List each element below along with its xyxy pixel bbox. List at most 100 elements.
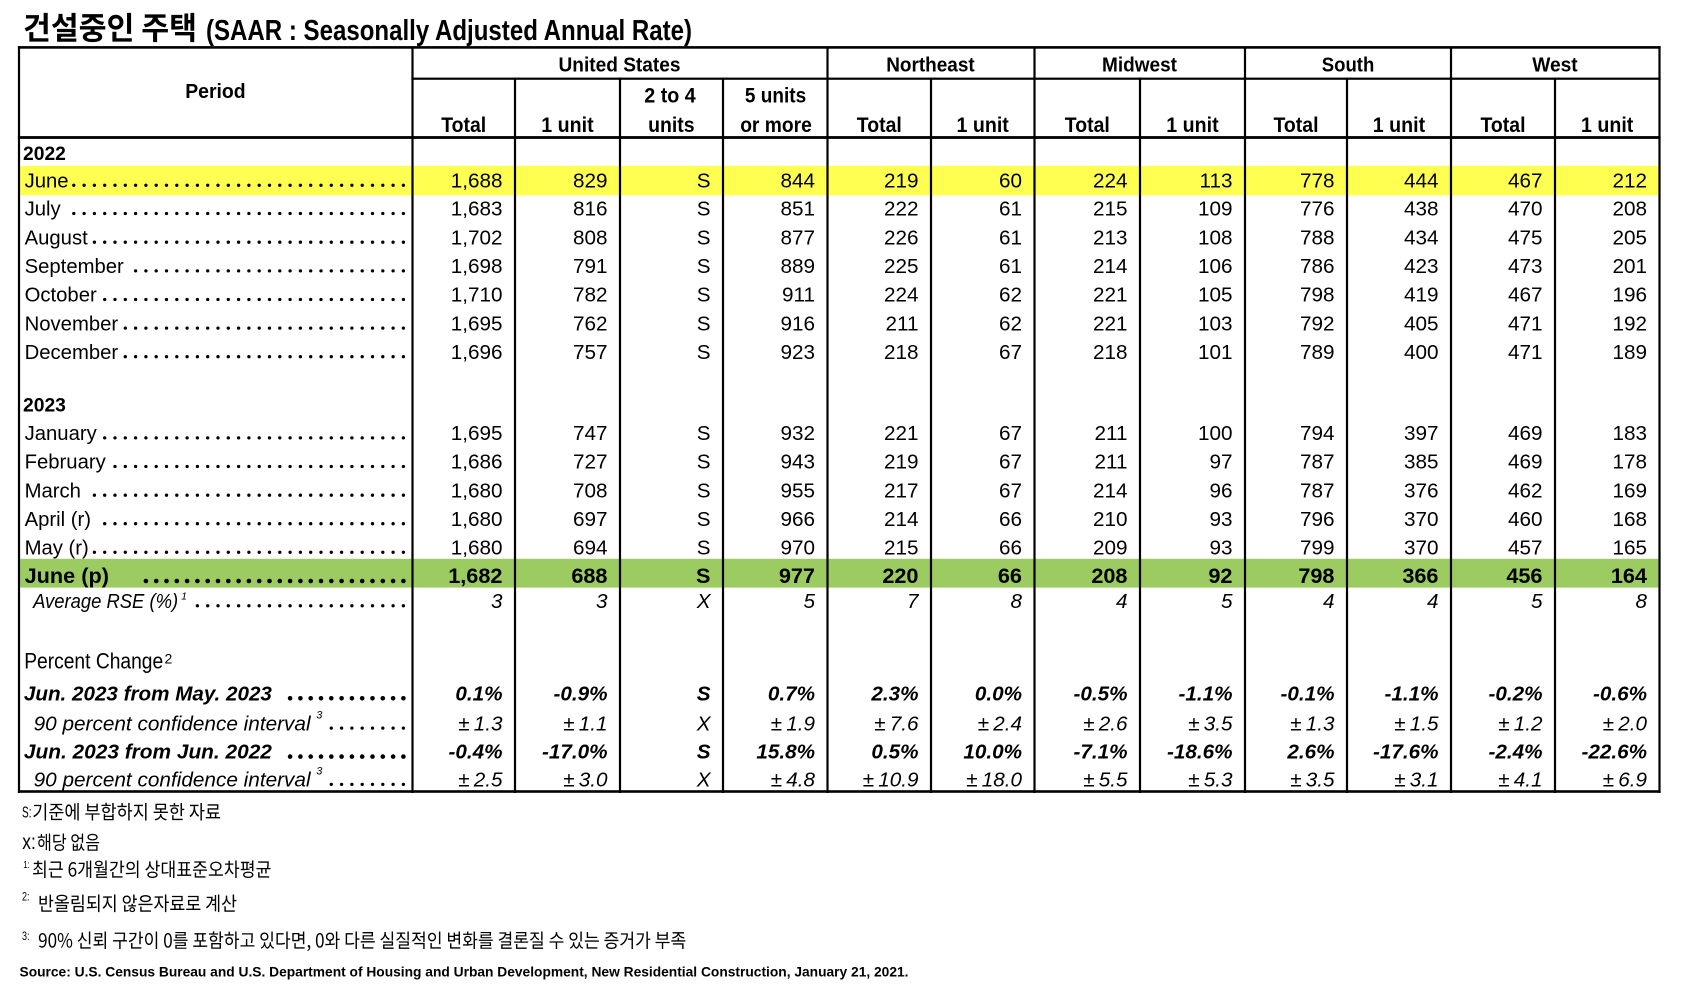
svg-text:211: 211 <box>886 312 919 335</box>
svg-text:61: 61 <box>999 255 1022 278</box>
svg-text:196: 196 <box>1612 284 1647 307</box>
svg-text:776: 776 <box>1300 198 1335 221</box>
svg-text:469: 469 <box>1508 422 1543 445</box>
svg-text:October: October <box>25 285 97 307</box>
svg-text:796: 796 <box>1300 508 1335 531</box>
svg-text:September: September <box>25 256 124 278</box>
svg-text:February: February <box>25 452 107 474</box>
svg-text:1 unit: 1 unit <box>1166 114 1218 137</box>
svg-text:457: 457 <box>1508 537 1543 560</box>
svg-text:S: S <box>697 682 711 705</box>
svg-text:792: 792 <box>1300 312 1335 335</box>
svg-text:889: 889 <box>780 255 815 278</box>
svg-text:90 percent confidence interval: 90 percent confidence interval <box>34 770 312 792</box>
svg-text:798: 798 <box>1298 563 1334 588</box>
svg-text:± 3.0: ± 3.0 <box>563 769 608 792</box>
svg-text:-2.4%: -2.4% <box>1488 741 1542 764</box>
svg-text:± 3.5: ± 3.5 <box>1188 712 1233 735</box>
svg-text:2:: 2: <box>22 892 30 904</box>
svg-text:165: 165 <box>1612 537 1647 560</box>
svg-text:105: 105 <box>1198 284 1233 307</box>
svg-text:787: 787 <box>1300 479 1335 502</box>
svg-text:S: S <box>697 341 711 364</box>
svg-text:816: 816 <box>573 198 608 221</box>
svg-text:218: 218 <box>1093 341 1128 364</box>
svg-text:Total: Total <box>441 114 486 137</box>
svg-text:762: 762 <box>573 312 608 335</box>
svg-text:Total: Total <box>1481 114 1526 137</box>
svg-text:471: 471 <box>1508 341 1543 364</box>
svg-text:S:: S: <box>22 805 32 822</box>
svg-text:2023: 2023 <box>23 395 66 416</box>
svg-text:101: 101 <box>1198 341 1233 364</box>
svg-text:100: 100 <box>1198 422 1233 445</box>
svg-text:877: 877 <box>780 226 815 249</box>
svg-text:434: 434 <box>1404 226 1439 249</box>
svg-text:93: 93 <box>1209 537 1232 560</box>
svg-text:1,696: 1,696 <box>451 341 503 364</box>
svg-text:1,710: 1,710 <box>451 284 503 307</box>
svg-text:8: 8 <box>1635 590 1647 613</box>
svg-text:977: 977 <box>779 563 815 588</box>
svg-text:66: 66 <box>999 537 1022 560</box>
svg-text:2 to 4: 2 to 4 <box>644 85 696 108</box>
svg-text:205: 205 <box>1612 226 1647 249</box>
svg-text:467: 467 <box>1508 284 1543 307</box>
svg-text:61: 61 <box>999 226 1022 249</box>
svg-text:Jun. 2023 from May. 2023: Jun. 2023 from May. 2023 <box>24 683 273 705</box>
svg-text:Average RSE (%): Average RSE (%) <box>32 591 178 613</box>
svg-text:X: X <box>696 590 712 613</box>
svg-text:-18.6%: -18.6% <box>1167 741 1233 764</box>
svg-text:226: 226 <box>884 226 919 249</box>
svg-text:May (r): May (r) <box>25 538 89 560</box>
svg-text:844: 844 <box>780 170 815 193</box>
svg-text:± 1.5: ± 1.5 <box>1394 712 1439 735</box>
svg-text:67: 67 <box>999 451 1022 474</box>
svg-text:X: X <box>696 712 712 735</box>
svg-text:955: 955 <box>780 479 815 502</box>
svg-text:1,680: 1,680 <box>451 479 503 502</box>
svg-text:-1.1%: -1.1% <box>1178 682 1232 705</box>
svg-text:0.5%: 0.5% <box>871 741 918 764</box>
svg-text:S: S <box>697 226 711 249</box>
svg-text:757: 757 <box>573 341 608 364</box>
svg-text:220: 220 <box>882 563 918 588</box>
svg-text:South: South <box>1322 55 1375 77</box>
svg-text:208: 208 <box>1091 563 1127 588</box>
svg-text:0.7%: 0.7% <box>768 682 815 705</box>
svg-text:-0.2%: -0.2% <box>1488 682 1542 705</box>
svg-text:± 4.1: ± 4.1 <box>1498 769 1542 792</box>
svg-text:376: 376 <box>1404 479 1439 502</box>
svg-text:January: January <box>25 423 98 445</box>
svg-text:109: 109 <box>1198 198 1233 221</box>
svg-text:219: 219 <box>884 170 919 193</box>
svg-text:S: S <box>697 255 711 278</box>
svg-text:60: 60 <box>999 170 1022 193</box>
svg-text:± 5.5: ± 5.5 <box>1083 769 1128 792</box>
svg-text:-0.1%: -0.1% <box>1280 682 1334 705</box>
svg-text:911: 911 <box>782 284 815 307</box>
svg-text:467: 467 <box>1508 170 1543 193</box>
svg-text:778: 778 <box>1300 170 1335 193</box>
svg-text:Total: Total <box>1274 114 1319 137</box>
svg-text:851: 851 <box>780 198 815 221</box>
svg-text:or more: or more <box>740 114 812 137</box>
svg-text:December: December <box>25 342 119 364</box>
svg-text:788: 788 <box>1300 226 1335 249</box>
svg-text:units: units <box>648 114 695 137</box>
svg-text:-7.1%: -7.1% <box>1073 741 1127 764</box>
svg-text:219: 219 <box>884 451 919 474</box>
svg-text:± 2.0: ± 2.0 <box>1603 712 1648 735</box>
svg-text:-0.6%: -0.6% <box>1593 682 1647 705</box>
svg-text:791: 791 <box>573 255 608 278</box>
svg-text:370: 370 <box>1404 508 1439 531</box>
svg-text:Total: Total <box>857 114 902 137</box>
svg-text:221: 221 <box>1093 312 1128 335</box>
svg-text:X: X <box>696 769 712 792</box>
svg-text:93: 93 <box>1209 508 1232 531</box>
svg-text:460: 460 <box>1508 508 1543 531</box>
svg-text:789: 789 <box>1300 341 1335 364</box>
svg-text:3: 3 <box>316 766 323 778</box>
svg-text:370: 370 <box>1404 537 1439 560</box>
svg-text:3: 3 <box>596 590 608 613</box>
